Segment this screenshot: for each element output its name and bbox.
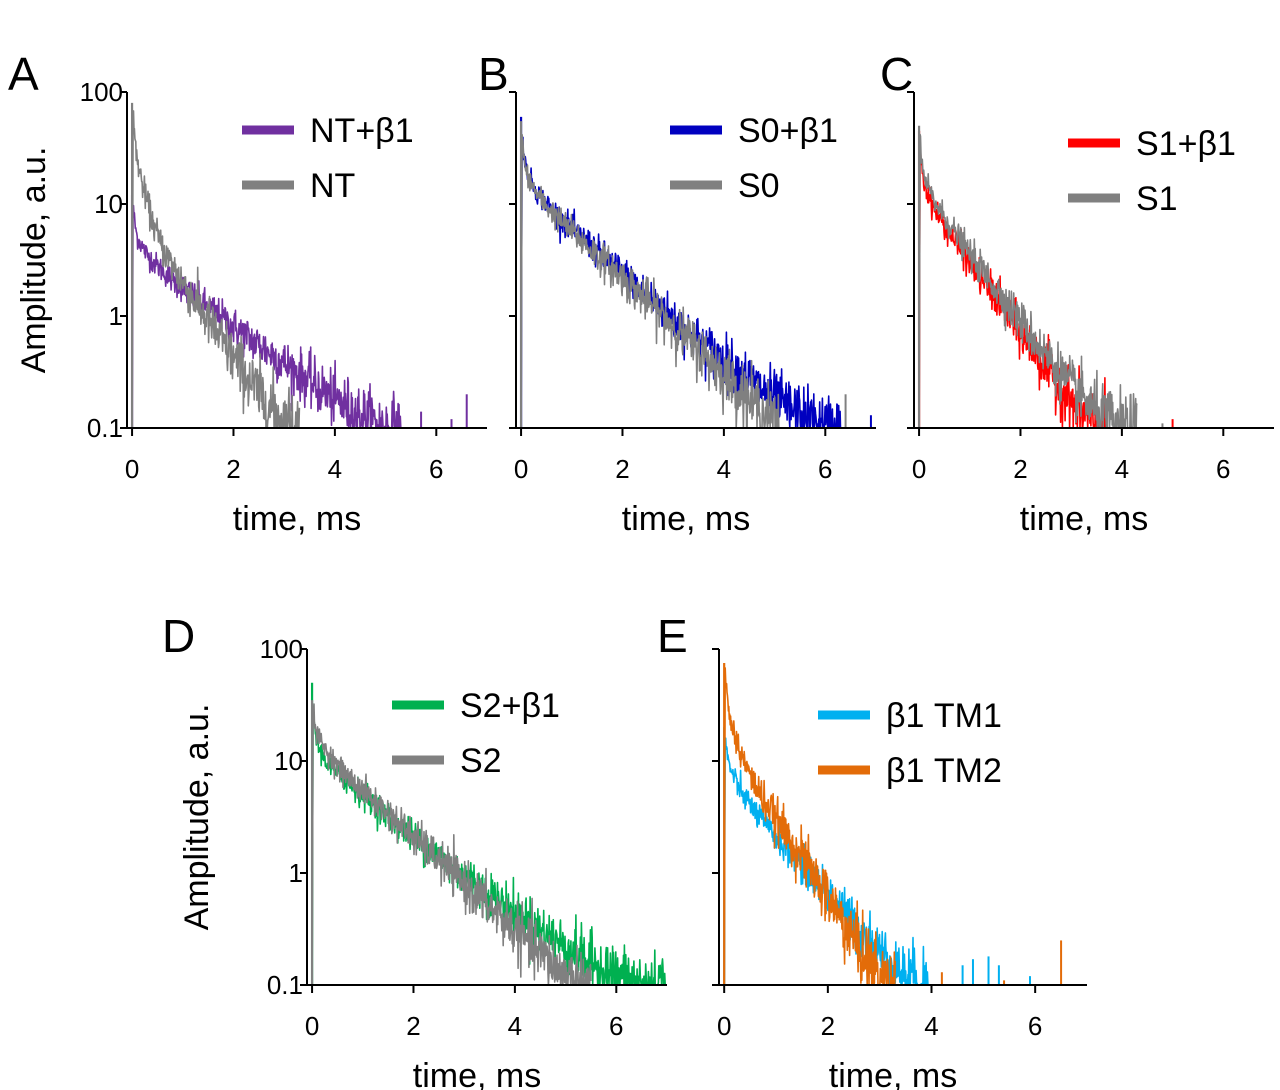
x-axis-title: time, ms [413,1057,541,1090]
legend-entry: NT+β1 [310,112,414,150]
x-axis-title: time, ms [233,500,361,538]
y-tick-label: 0.1 [87,413,123,443]
x-tick-label: 6 [429,454,443,484]
y-tick-label: 1 [289,858,303,888]
panel-letter: B [478,48,509,100]
series-2-trace [723,662,1063,986]
x-tick-label: 2 [226,454,240,484]
x-axis-title: time, ms [1020,500,1148,538]
x-tick-label: 4 [328,454,342,484]
panel-a: A 100 10 1 0.10 2 4 6 time, ms Amplitude, a.u. NT+… [8,48,487,538]
legend-entry: S0+β1 [738,112,838,150]
x-tick-label: 0 [514,454,528,484]
panel-letter: E [657,610,688,662]
x-tick-label: 2 [1013,454,1027,484]
x-axis-title: time, ms [622,500,750,538]
series-line [131,110,301,429]
x-tick-label: 6 [818,454,832,484]
legend-entry: NT [310,167,355,205]
y-axis-title: Amplitude, a.u. [178,704,216,931]
legend-entry: β1 TM2 [886,752,1002,790]
series-line [311,703,592,986]
series-2-trace [130,102,301,429]
x-tick-label: 4 [924,1011,938,1041]
y-tick-label: 100 [260,634,303,664]
x-tick-label: 4 [1115,454,1129,484]
legend-entry: S1+β1 [1136,125,1236,163]
y-tick-label: 0.1 [267,970,303,1000]
series-line [520,133,781,429]
y-axis-title: Amplitude, a.u. [15,147,53,374]
y-tick-label: 10 [274,746,303,776]
panel-letter: D [162,610,195,662]
x-tick-label: 6 [609,1011,623,1041]
legend-entry: S2+β1 [460,687,560,725]
series-2-trace [917,125,1164,429]
legend-entry: S0 [738,167,780,205]
series-line [131,204,402,429]
panel-e: E 0 2 4 6 time, ms β1 TM1 β1 TM2 [657,610,1087,1090]
series-line [723,667,896,986]
x-tick-label: 6 [1216,454,1230,484]
panel-letter: A [8,48,39,100]
series-2-trace [310,700,592,986]
panel-d: D 100 10 1 0.10 2 4 6 time, ms Amplitude, a.u. S2+… [162,610,668,1090]
x-tick-label: 0 [912,454,926,484]
x-tick-label: 0 [125,454,139,484]
y-tick-label: 1 [109,301,123,331]
y-tick-label: 10 [94,189,123,219]
x-axis-title: time, ms [829,1057,957,1090]
series-2-trace [519,121,847,429]
x-tick-label: 2 [406,1011,420,1041]
x-tick-label: 4 [717,454,731,484]
x-tick-label: 2 [821,1011,835,1041]
series-1-trace [917,130,1174,429]
legend-entry: S2 [460,742,502,780]
x-tick-label: 0 [717,1011,731,1041]
x-tick-label: 0 [305,1011,319,1041]
x-tick-label: 4 [508,1011,522,1041]
legend-entry: β1 TM1 [886,697,1002,735]
series-1-trace [130,195,468,429]
series-1-trace [310,682,668,986]
y-tick-label: 100 [80,77,123,107]
x-tick-label: 2 [615,454,629,484]
panel-b: B 0 2 4 6 time, ms S0+β1 S0 [478,48,876,538]
legend-entry: S1 [1136,180,1178,218]
x-tick-label: 6 [1028,1011,1042,1041]
